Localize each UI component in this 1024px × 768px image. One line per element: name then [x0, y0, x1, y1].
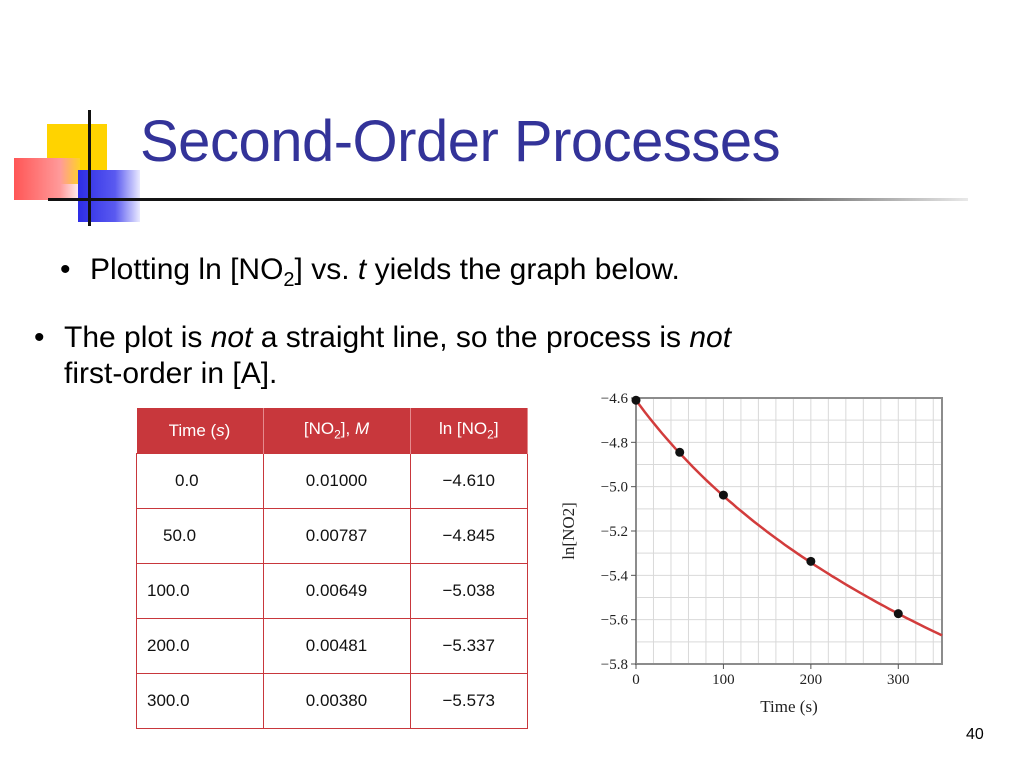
decor-vertical-line [88, 110, 91, 226]
cell-time: 0.0 [136, 453, 264, 509]
header-ln-concentration: ln [NO2] [410, 408, 528, 454]
table-row: 50.0 0.00787 −4.845 [136, 508, 528, 564]
x-tick-label: 100 [712, 672, 735, 688]
cell-concentration: 0.00380 [262, 673, 411, 729]
data-point [675, 447, 685, 457]
cell-ln: −4.610 [409, 453, 528, 509]
cell-time: 300.0 [136, 673, 264, 729]
data-table: Time (s) [NO2], M ln [NO2] 0.0 0.01000 −… [136, 408, 528, 729]
data-point [718, 490, 728, 500]
fit-curve [634, 399, 943, 637]
bullet-dot: • [34, 321, 45, 354]
y-tick-label: −4.8 [601, 435, 628, 451]
table-row: 300.0 0.00380 −5.573 [136, 673, 528, 729]
y-tick-label: −5.4 [601, 568, 629, 584]
x-tick-label: 300 [887, 672, 910, 688]
data-point [631, 395, 641, 405]
page-number: 40 [966, 726, 984, 743]
data-point [893, 609, 903, 619]
cell-concentration: 0.00481 [262, 618, 411, 674]
ln-no2-vs-time-chart: −4.6 −4.8 −5.0 −5.2 −5.4 −5.6 −5.80 100 200 300 Ti… [559, 391, 943, 716]
table-row: 100.0 0.00649 −5.038 [136, 563, 528, 619]
cell-concentration: 0.00649 [262, 563, 411, 619]
slide-title: Second-Order Processes [140, 109, 781, 174]
cell-ln: −4.845 [409, 508, 528, 564]
table-header-row: Time (s) [NO2], M ln [NO2] [136, 408, 528, 454]
y-tick-label: −5.2 [601, 524, 628, 540]
y-tick-label: −4.6 [601, 391, 629, 407]
cell-time: 100.0 [136, 563, 264, 619]
cell-concentration: 0.00787 [262, 508, 411, 564]
bullet-plotting: • Plotting ln [NO2] vs. t yields the grap… [60, 253, 680, 291]
decor-red-square [14, 158, 80, 200]
cell-time: 200.0 [136, 618, 264, 674]
bullet-dot: • [60, 253, 71, 286]
cell-time: 50.0 [136, 508, 264, 564]
cell-ln: −5.573 [409, 673, 528, 729]
cell-concentration: 0.01000 [262, 453, 411, 509]
y-tick-label: −5.6 [601, 613, 629, 629]
table-row: 200.0 0.00481 −5.337 [136, 618, 528, 674]
y-axis-label: ln[NO2] [559, 502, 578, 560]
x-axis-label: Time (s) [760, 697, 817, 716]
header-time: Time (s) [136, 408, 264, 454]
x-tick-label: 0 [632, 672, 640, 688]
bullet-not-straight: • The plot is not a straight line, so the… [34, 321, 732, 390]
y-tick-label: −5.8 [601, 657, 628, 673]
table-row: 0.0 0.01000 −4.610 [136, 453, 528, 509]
title-underline [48, 198, 968, 201]
x-tick-label: 200 [800, 672, 823, 688]
cell-ln: −5.038 [409, 563, 528, 619]
y-tick-label: −5.0 [601, 480, 628, 496]
header-concentration: [NO2], M [263, 408, 411, 454]
data-point [806, 556, 816, 566]
cell-ln: −5.337 [409, 618, 528, 674]
